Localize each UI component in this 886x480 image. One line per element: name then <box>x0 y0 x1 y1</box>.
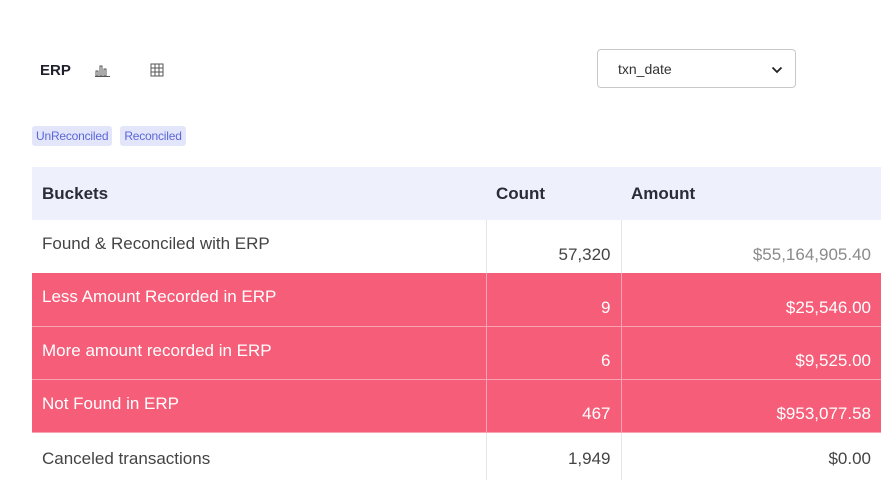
column-header-amount: Amount <box>631 183 696 203</box>
bucket-count: 6 <box>486 326 622 380</box>
date-field-select-value: txn_date <box>618 60 672 77</box>
column-header-count: Count <box>496 183 546 203</box>
bucket-name: Less Amount Recorded in ERP <box>32 273 487 327</box>
table-row[interactable]: Less Amount Recorded in ERP 9 $25,546.00 <box>32 273 881 327</box>
bucket-amount: $953,077.58 <box>621 379 881 433</box>
table-row[interactable]: Found & Reconciled with ERP 57,320 $55,1… <box>32 220 881 273</box>
bucket-name: Not Found in ERP <box>32 379 487 433</box>
table-header-row: Buckets Count Amount <box>32 167 881 220</box>
table-row[interactable]: Not Found in ERP 467 $953,077.58 <box>32 379 881 433</box>
bucket-count: 57,320 <box>486 220 622 273</box>
panel-header: ERP <box>40 56 201 84</box>
chevron-down-icon <box>771 61 783 77</box>
bucket-amount: $25,546.00 <box>621 273 881 327</box>
buckets-table: Buckets Count Amount Found & Reconciled … <box>32 167 881 480</box>
bucket-name: Found & Reconciled with ERP <box>32 220 487 273</box>
bucket-count: 9 <box>486 273 622 327</box>
bucket-amount: $55,164,905.40 <box>621 220 881 273</box>
tag-unreconciled[interactable]: UnReconciled <box>32 126 113 146</box>
bucket-count: 1,949 <box>486 432 622 480</box>
table-row[interactable]: Canceled transactions 1,949 $0.00 <box>32 432 881 480</box>
grid-table-icon[interactable] <box>147 60 167 80</box>
bar-chart-icon[interactable] <box>93 60 113 80</box>
column-header-buckets: Buckets <box>42 183 109 203</box>
reconciliation-tags: UnReconciled Reconciled <box>32 126 194 146</box>
panel-title: ERP <box>40 61 71 79</box>
bucket-amount: $0.00 <box>621 432 881 480</box>
bucket-count: 467 <box>486 379 622 433</box>
bucket-amount: $9,525.00 <box>621 326 881 380</box>
tag-reconciled[interactable]: Reconciled <box>120 126 186 146</box>
table-row[interactable]: More amount recorded in ERP 6 $9,525.00 <box>32 326 881 380</box>
bucket-name: More amount recorded in ERP <box>32 326 487 380</box>
date-field-select[interactable]: txn_date <box>597 49 796 88</box>
bucket-name: Canceled transactions <box>32 432 487 480</box>
